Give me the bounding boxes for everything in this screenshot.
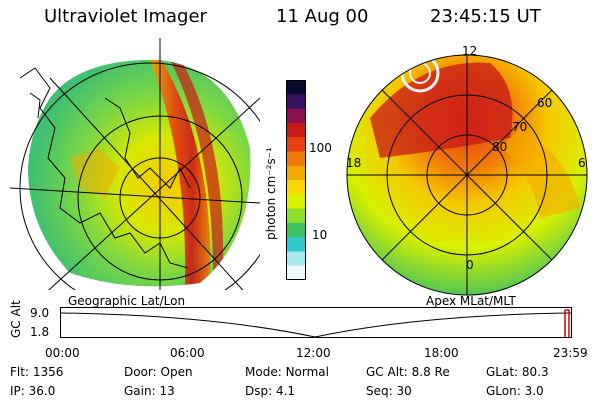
left-panel-label: Geographic Lat/Lon [68,294,186,308]
colorbar-swatch [286,151,306,167]
colorbar-swatch [286,180,306,195]
lat-label-70: 70 [512,120,528,134]
status-glon: GLon: 3.0 [486,384,544,398]
timeline-ytick-1-8: 1.8 [30,325,50,339]
timeline-axis-label: GC Alt [9,300,23,338]
timeline-xtick-2359: 23:59 [553,346,588,360]
instrument-title: Ultraviolet Imager [44,6,207,27]
status-gc-alt: GC Alt: 8.8 Re [366,365,450,379]
colorbar-tick-100: 100 [309,141,332,155]
lat-label-80: 80 [492,140,508,154]
mlt-label-12: 12 [462,44,478,58]
lat-label-60: 60 [537,96,553,110]
magnetic-image [346,54,588,296]
status-glat: GLat: 80.3 [486,365,549,379]
date-label: 11 Aug 00 [276,6,369,27]
mlt-label-0: 0 [466,258,474,272]
mlt-label-6: 6 [578,156,586,170]
colorbar-swatch [286,194,306,210]
timeline-plot [60,307,572,338]
colorbar-tick-10: 10 [312,228,328,242]
colorbar-swatch [286,251,306,267]
timeline-xtick-0000: 00:00 [45,346,80,360]
status-gain: Gain: 13 [124,384,175,398]
colorbar-swatch [286,208,306,224]
colorbar-swatch [286,108,306,124]
timeline-xtick-0600: 06:00 [170,346,205,360]
timeline-ytick-9: 9.0 [30,306,50,320]
geographic-image [10,38,260,290]
colorbar-swatch [286,122,306,138]
colorbar-swatch [286,165,306,181]
colorbar-unit-label: photon cm⁻²s⁻¹ [264,147,278,240]
right-panel-label: Apex MLat/MLT [426,294,516,308]
status-mode: Mode: Normal [245,365,329,379]
colorbar-swatch [286,137,306,152]
status-door: Door: Open [124,365,193,379]
timeline-xtick-1200: 12:00 [296,346,331,360]
time-label: 23:45:15 UT [430,6,541,27]
timeline-xtick-1800: 18:00 [424,346,459,360]
status-dsp: Dsp: 4.1 [245,384,296,398]
status-flt: Flt: 1356 [10,365,64,379]
status-seq: Seq: 30 [366,384,412,398]
colorbar-swatch [286,80,306,95]
colorbar-swatch [286,94,306,110]
colorbar [286,80,306,281]
colorbar-swatch [286,237,306,252]
colorbar-swatch [286,265,306,281]
mlt-label-18: 18 [346,156,362,170]
colorbar-swatch [286,222,306,238]
status-ip: IP: 36.0 [10,384,56,398]
